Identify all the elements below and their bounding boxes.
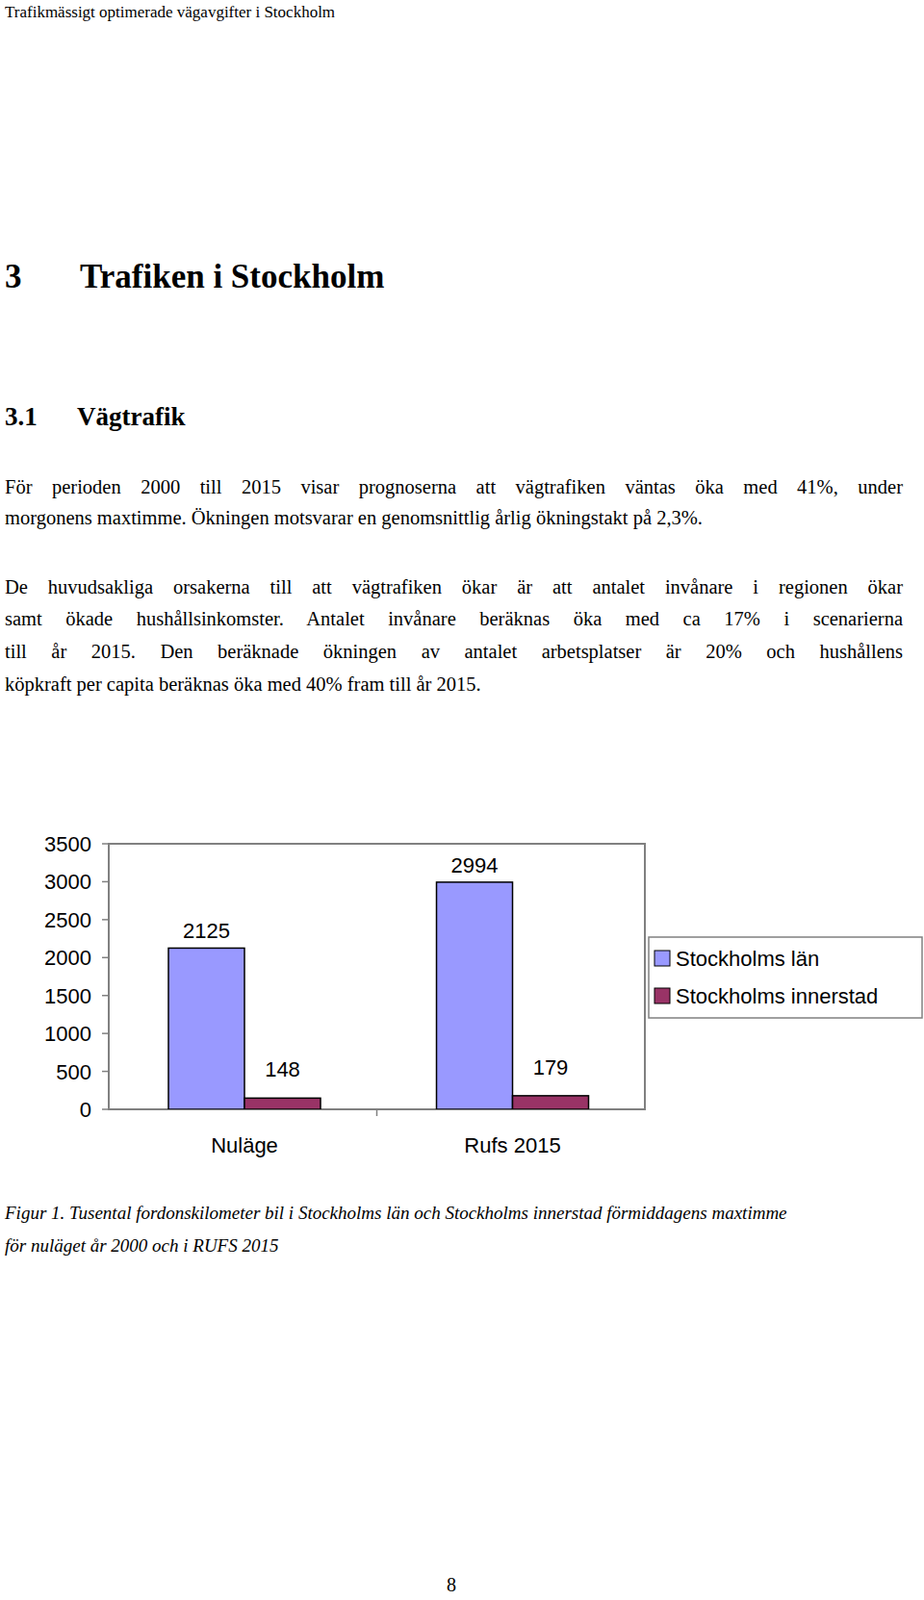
page-header: Trafikmässigt optimerade vägavgifter i S… <box>4 2 335 23</box>
y-tick <box>102 919 109 922</box>
bar <box>244 1098 321 1110</box>
data-label: 179 <box>533 1055 569 1080</box>
paragraph-line: För perioden 2000 till 2015 visar progno… <box>4 476 903 499</box>
y-tick <box>102 881 109 884</box>
paragraph-line: till år 2015. Den beräknade ökningen av … <box>4 641 903 664</box>
figure-caption: Figur 1. Tusental fordonskilometer bil i… <box>4 1203 788 1225</box>
y-tick <box>102 1032 109 1035</box>
data-label: 2994 <box>451 853 499 878</box>
legend-label: Stockholms län <box>675 947 820 972</box>
y-tick <box>102 957 109 960</box>
x-tick-label: Rufs 2015 <box>463 1133 561 1158</box>
x-tick-label: Nuläge <box>210 1133 279 1158</box>
bars <box>168 882 590 1110</box>
y-tick-label: 2500 <box>44 908 92 933</box>
y-tick-label: 3500 <box>44 832 92 857</box>
paragraph-line: De huvudsakliga orsakerna till att vägtr… <box>4 576 903 599</box>
bar <box>436 882 514 1110</box>
paragraph-line: morgonens maxtimme. Ökningen motsvarar e… <box>4 507 703 530</box>
bar <box>168 948 245 1110</box>
y-tick-label: 1000 <box>44 1022 92 1047</box>
y-tick-label: 2000 <box>44 946 92 971</box>
legend-label: Stockholms innerstad <box>675 984 878 1009</box>
paragraph-line: samt ökade hushållsinkomster. Antalet in… <box>4 608 903 631</box>
y-tick-label: 500 <box>55 1060 92 1085</box>
plot-frame <box>108 844 645 1110</box>
x-tick <box>376 1109 379 1117</box>
figure-caption: för nuläget år 2000 och i RUFS 2015 <box>4 1235 279 1258</box>
chart: 0 500 1000 1500 2000 2500 3000 3500 Nuläge Rufs 2… <box>0 0 924 1600</box>
y-tick-label: 0 <box>79 1098 92 1123</box>
y-tick-label: 1500 <box>44 984 92 1009</box>
legend-swatch <box>654 950 670 967</box>
heading-title: Trafiken i Stockholm <box>79 257 385 297</box>
y-tick <box>102 843 109 846</box>
bar <box>513 1096 590 1110</box>
section-title: Vägtrafik <box>77 402 185 433</box>
data-label: 148 <box>264 1057 301 1082</box>
heading-number: 3 <box>4 257 23 297</box>
section-number: 3.1 <box>4 402 38 433</box>
paragraph-line: köpkraft per capita beräknas öka med 40%… <box>4 673 482 696</box>
data-label: 2125 <box>182 919 231 944</box>
y-tick <box>102 1108 109 1111</box>
legend-swatch <box>654 988 670 1004</box>
y-tick <box>102 995 109 998</box>
y-tick <box>102 1071 109 1074</box>
page-number: 8 <box>446 1574 457 1597</box>
legend-box <box>648 937 923 1019</box>
y-tick-label: 3000 <box>44 870 92 895</box>
